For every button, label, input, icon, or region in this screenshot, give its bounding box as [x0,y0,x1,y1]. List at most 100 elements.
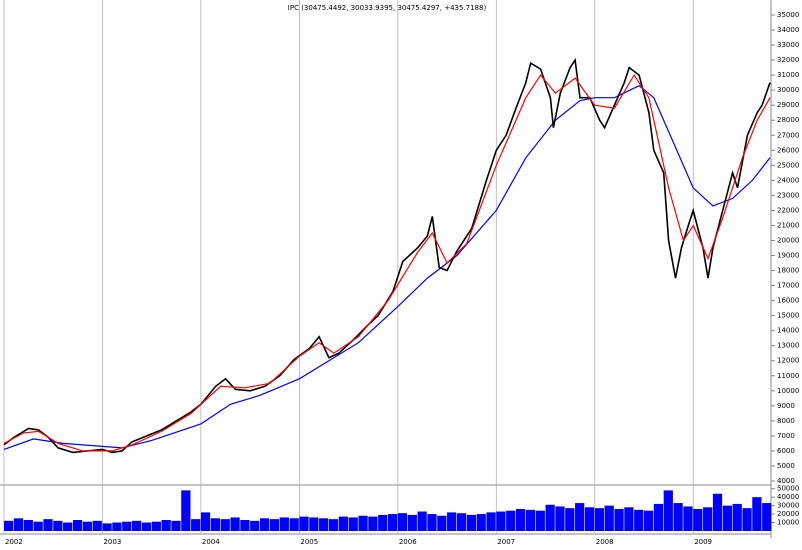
volume-bar [289,518,299,531]
volume-bar [614,509,624,531]
volume-bar [486,512,496,531]
volume-bar [693,509,703,531]
volume-bar [634,509,644,531]
y-tick-label: 6000 [777,447,795,455]
y-tick-label: 22000 [777,206,799,214]
y-tick-label: 35000 [777,11,799,19]
volume-bar [417,511,427,531]
y-tick-label: 29000 [777,101,799,109]
y-tick-label: 20000 [777,236,799,244]
volume-bar [712,493,723,531]
volume-bar [151,521,161,531]
volume-bar [575,503,585,531]
volume-bar [506,510,516,531]
y-tick-label: 30000 [777,86,799,94]
volume-bar [220,519,230,531]
volume-bar [594,508,604,531]
y-tick-label: 12000 [777,357,799,365]
y-tick-label: 24000 [777,176,799,184]
volume-bar [161,520,171,531]
volume-bar [515,509,526,531]
x-tick-label: 2007 [497,538,515,546]
volume-bar [348,517,358,531]
y-tick-label: 28000 [777,116,799,124]
volume-bar [358,515,368,531]
x-tick-label: 2003 [103,538,121,546]
volume-bar [171,520,181,531]
volume-bar [604,505,614,531]
y-tick-label: 20000 [777,510,799,518]
volume-bar [496,511,506,531]
y-tick-label: 14000 [777,327,799,335]
volume-bar [269,519,280,531]
volume-bar [23,520,33,531]
price-line [3,84,771,450]
volume-bar [703,507,713,531]
volume-bar [63,522,73,531]
y-tick-label: 10000 [777,519,799,527]
volume-bar [732,503,742,531]
y-tick-label: 13000 [777,342,799,350]
volume-bar [673,503,683,531]
y-tick-label: 16000 [777,297,799,305]
volume-bar [525,509,536,531]
volume-bar [210,518,221,531]
volume-bar [92,520,102,531]
volume-bar [200,512,211,531]
y-tick-label: 25000 [777,161,799,169]
y-tick-label: 32000 [777,56,799,64]
x-tick-label: 2004 [202,538,220,546]
volume-bar [643,510,654,531]
volume-bar [122,521,132,531]
price-line [3,57,771,454]
y-tick-label: 40000 [777,493,799,501]
volume-bar [476,514,486,531]
y-tick-label: 31000 [777,71,799,79]
x-tick-label: 2002 [5,538,23,546]
volume-bar [230,517,240,531]
y-tick-label: 5000 [777,462,795,470]
y-tick-label: 8000 [777,417,795,425]
volume-bar [663,490,673,531]
volume-bar [33,521,43,531]
volume-bar [181,490,191,531]
volume-bar [299,516,309,531]
volume-bar [407,514,417,531]
y-tick-label: 11000 [777,372,799,380]
volume-bar [584,507,595,531]
y-tick-label: 7000 [777,432,795,440]
y-tick-label: 23000 [777,191,799,199]
volume-bar [4,520,14,531]
volume-bar [72,520,83,531]
y-tick-label: 18000 [777,267,799,275]
volume-bar [545,504,555,531]
y-tick-label: 9000 [777,402,795,410]
volume-bar [309,517,319,531]
volume-bar [752,497,762,531]
volume-bar [427,514,437,531]
y-tick-label: 33000 [777,41,799,49]
volume-bar [112,522,122,531]
volume-bar [722,505,732,531]
y-tick-label: 30000 [777,502,799,510]
volume-bar [102,523,112,531]
volume-bar [141,522,152,531]
y-tick-label: 26000 [777,146,799,154]
volume-bar [250,520,260,531]
volume-bar [240,520,250,531]
volume-bar [653,503,664,531]
volume-bar [259,518,270,531]
volume-bar [466,514,476,531]
volume-bar [328,519,339,531]
x-tick-label: 2005 [300,538,318,546]
volume-bar [387,514,398,531]
y-tick-label: 19000 [777,252,799,260]
volume-bar [762,503,772,531]
volume-bar [319,518,329,531]
y-tick-label: 10000 [777,387,799,395]
volume-bar [555,506,565,531]
volume-bar [565,508,575,531]
chart-title: IPC (30475.4492, 30033.9395, 30475.4297,… [288,4,487,12]
